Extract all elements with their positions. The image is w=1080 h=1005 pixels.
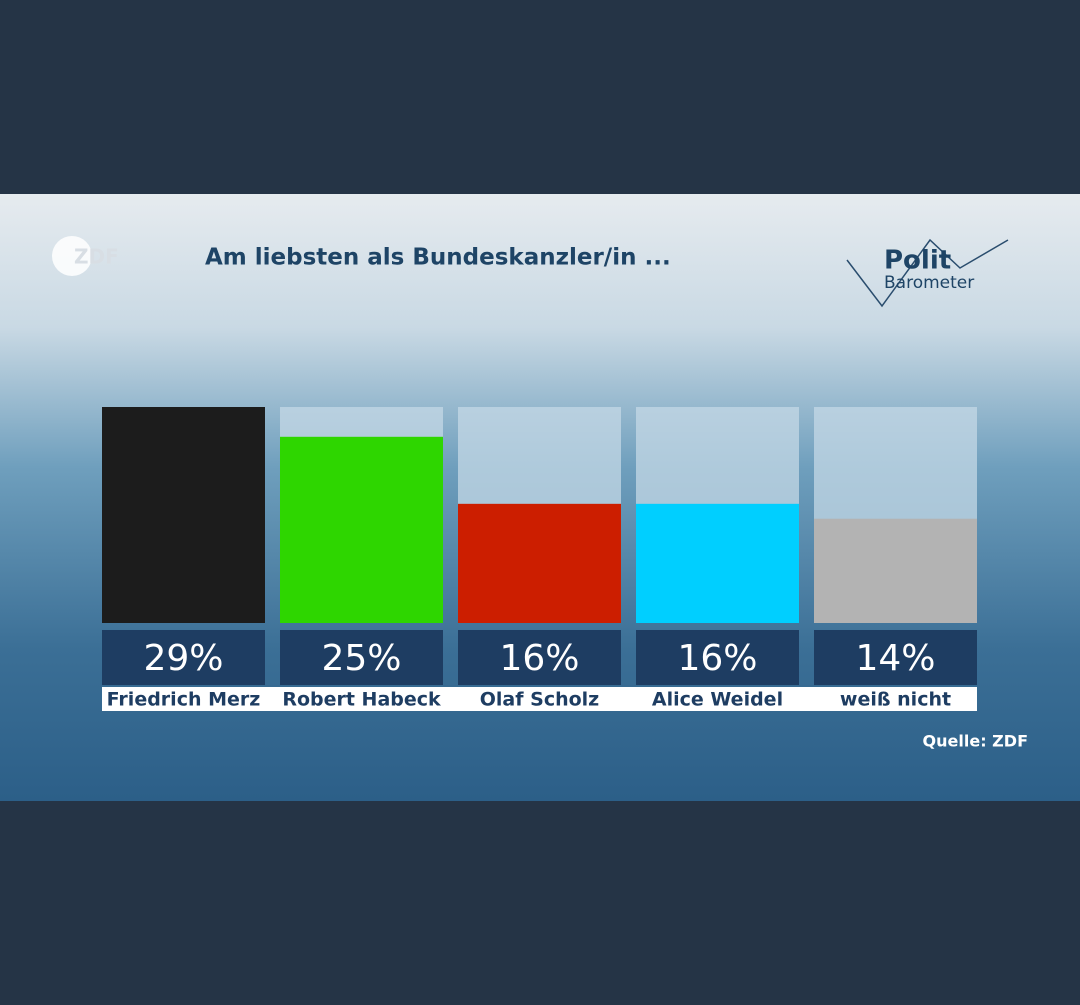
source: Quelle: ZDF	[923, 732, 1028, 751]
logo-bottom: Barometer	[884, 273, 974, 293]
value-box	[458, 630, 621, 685]
value-label: 16%	[499, 638, 579, 679]
logo-line	[846, 238, 1009, 308]
category-label: Alice Weidel	[652, 689, 783, 711]
category-label: Friedrich Merz	[107, 689, 261, 711]
value-label: 14%	[855, 638, 935, 679]
logo-circle	[52, 236, 92, 276]
category-label: Robert Habeck	[282, 689, 441, 711]
value-label: 16%	[677, 638, 757, 679]
bar	[458, 503, 621, 623]
bar	[102, 407, 265, 623]
chart-title: Am liebsten als Bundeskanzler/in ...	[205, 245, 671, 271]
value-box	[636, 630, 799, 685]
brand-logo: ZDF	[74, 245, 119, 269]
category-label: weiß nicht	[840, 689, 951, 711]
bar	[636, 503, 799, 623]
value-label: 25%	[321, 638, 401, 679]
bar	[280, 436, 443, 623]
bar	[814, 518, 977, 623]
value-box	[280, 630, 443, 685]
value-box	[814, 630, 977, 685]
category-label: Olaf Scholz	[480, 689, 599, 711]
name-strip	[102, 687, 977, 711]
value-label: 29%	[143, 638, 223, 679]
value-box	[102, 630, 265, 685]
logo-top: Polit	[884, 246, 951, 276]
